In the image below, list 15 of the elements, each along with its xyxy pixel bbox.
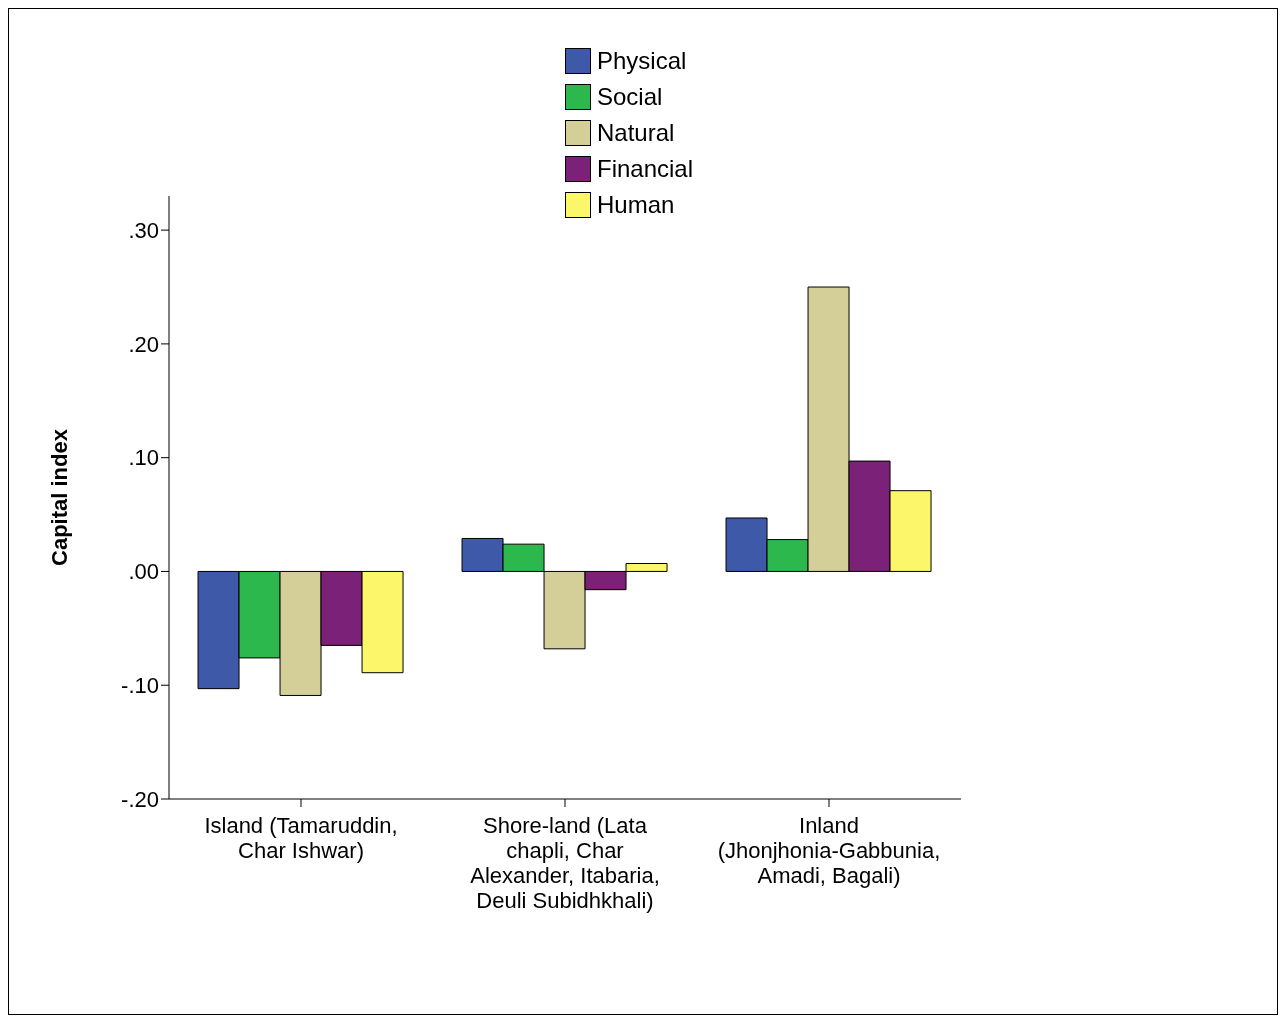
y-axis-title: Capital index — [46, 428, 72, 566]
x-tick-label: Inland (Jhonjhonia-Gabbunia, Amadi, Bagali) — [717, 813, 941, 888]
y-tick-label: .20 — [128, 331, 159, 357]
x-tick-label: Island (Tamaruddin, Char Ishwar) — [204, 813, 398, 863]
legend-label: Physical — [597, 46, 687, 76]
x-tick-label: Shore-land (Lata chapli, Char Alexander, Itabaria, Deuli Subidhkhali) — [470, 813, 660, 913]
y-tick-label: -.20 — [121, 786, 159, 812]
y-tick-label: .30 — [128, 217, 159, 243]
y-tick-label: .10 — [128, 445, 159, 471]
legend-label: Social — [597, 82, 663, 112]
y-tick-label: -.10 — [121, 673, 159, 699]
legend-label: Human — [597, 190, 675, 220]
legend-label: Natural — [597, 118, 675, 148]
y-tick-label: .00 — [128, 559, 159, 585]
legend-label: Financial — [597, 154, 694, 184]
